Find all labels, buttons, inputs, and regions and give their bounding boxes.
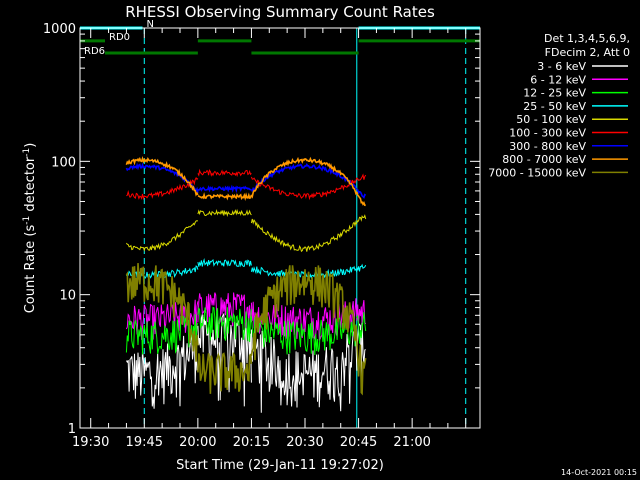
series-4 [126, 208, 367, 253]
series-0-segment-2 [250, 325, 358, 413]
y-axis-label-part2: detector [23, 156, 38, 216]
legend-label-8: 7000 - 15000 keV [488, 166, 586, 179]
flag-label-n: N [147, 19, 154, 30]
y-tick-label-2: 100 [51, 155, 76, 170]
series-2-segment-1 [197, 306, 252, 343]
legend-label-7: 800 - 7000 keV [502, 153, 586, 166]
series-3-segment-2 [250, 265, 358, 280]
x-tick-label-0: 19:30 [72, 435, 109, 450]
flag-label-rd6: RD6 [84, 46, 105, 57]
plot-frame [79, 27, 481, 429]
y-tick-label-1: 10 [59, 289, 76, 304]
series-1-segment-1 [197, 292, 252, 329]
series-7-segment-1 [197, 192, 253, 202]
series-8-segment-3 [356, 341, 367, 396]
chart-title: RHESSI Observing Summary Count Rates [125, 3, 435, 21]
x-tick-label-2: 20:00 [179, 435, 216, 450]
flag-label-rd0: RD0 [109, 32, 130, 43]
series-2-segment-3 [356, 311, 367, 344]
y-tick-label-3: 1000 [43, 22, 76, 37]
x-tick-label-3: 20:15 [233, 435, 270, 450]
series-7-segment-0 [125, 155, 199, 197]
x-tick-label-5: 20:45 [340, 435, 377, 450]
series-6-segment-3 [356, 189, 367, 199]
y-axis-label-part3: ) [23, 143, 38, 148]
legend-header-1: FDecim 2, Att 0 [545, 46, 630, 59]
legend-label-2: 12 - 25 keV [523, 87, 586, 100]
series-8 [125, 263, 367, 396]
series-8-segment-0 [125, 263, 199, 362]
series-8-segment-1 [197, 351, 253, 394]
legend: Det 1,3,4,5,6,9,FDecim 2, Att 03 - 6 keV… [488, 32, 630, 179]
series-4-segment-3 [356, 214, 367, 223]
y-axis-label: Count Rate (s-1 detector-1) [22, 143, 38, 314]
y-tick-label-0: 1 [68, 422, 76, 437]
series-5 [126, 168, 367, 201]
series-4-segment-1 [197, 208, 252, 217]
series-4-segment-0 [126, 220, 198, 252]
series-6-segment-0 [125, 162, 199, 193]
series-7 [125, 155, 366, 207]
y-axis-label-part1: Count Rate (s [23, 225, 38, 314]
series-5-segment-2 [250, 176, 358, 201]
legend-label-4: 50 - 100 keV [516, 113, 586, 126]
series-8-segment-2 [250, 265, 358, 361]
series-5-segment-1 [197, 168, 252, 178]
series-1-segment-0 [125, 299, 199, 340]
legend-label-3: 25 - 50 keV [523, 100, 586, 113]
legend-label-1: 6 - 12 keV [530, 73, 586, 86]
series-5-segment-0 [126, 176, 199, 201]
legend-header-0: Det 1,3,4,5,6,9, [544, 32, 630, 45]
timestamp: 14-Oct-2021 00:15 [561, 468, 637, 477]
y-axis-label-sup1: -1 [22, 216, 32, 225]
x-tick-label-1: 19:45 [126, 435, 163, 450]
series-0-segment-0 [125, 328, 198, 409]
series-3-segment-3 [356, 263, 367, 272]
plot-area: N RD0 RD6 [79, 19, 480, 428]
series-4-segment-2 [250, 218, 358, 253]
series-3-segment-1 [197, 257, 252, 268]
x-axis-label: Start Time (29-Jan-11 19:27:02) [176, 458, 384, 473]
series-6-segment-1 [197, 184, 252, 194]
y-axis-label-sup2: -1 [22, 148, 32, 157]
series-7-segment-3 [356, 191, 366, 207]
series-7-segment-2 [250, 156, 358, 199]
legend-label-5: 100 - 300 keV [509, 127, 586, 140]
legend-label-6: 300 - 800 keV [509, 140, 586, 153]
x-tick-label-6: 21:00 [393, 435, 430, 450]
legend-label-0: 3 - 6 keV [537, 60, 586, 73]
axes: 1 10 100 1000 19:30 19:45 20:00 20:15 20:30 20:45… [43, 22, 481, 450]
series-6-segment-2 [251, 162, 358, 192]
series-2-segment-2 [250, 316, 358, 356]
x-tick-label-4: 20:30 [286, 435, 323, 450]
series-5-segment-3 [356, 173, 367, 181]
